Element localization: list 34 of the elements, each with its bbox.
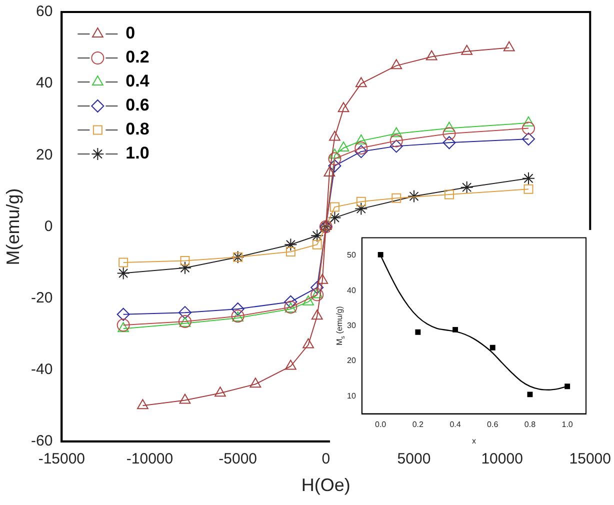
- y-tick-label: 20: [346, 356, 356, 366]
- x-tick-label: 1.0: [562, 420, 574, 429]
- x-tick-label: 0.0: [375, 420, 387, 429]
- y-tick-label: 50: [346, 250, 356, 260]
- y-tick-label: -60: [30, 432, 53, 450]
- x-tick-label: 0.8: [524, 420, 536, 429]
- legend-label: 0.8: [126, 120, 150, 139]
- x-tick-label: 0: [322, 450, 330, 468]
- legend-label: 1.0: [126, 144, 150, 163]
- x-tick-label: 15000: [569, 450, 612, 468]
- x-tick-label: 0.4: [450, 420, 462, 429]
- x-tick-label: -10000: [126, 450, 174, 468]
- y-tick-label: 60: [36, 3, 53, 20]
- x-tick-label: -5000: [218, 450, 258, 468]
- legend-label: 0.2: [126, 48, 150, 67]
- y-tick-label: 0: [44, 218, 53, 235]
- y-tick-label: -20: [30, 289, 53, 306]
- y-tick-label: 10: [346, 391, 356, 400]
- legend-label: 0: [126, 24, 136, 43]
- x-tick-label: 10000: [481, 450, 523, 468]
- y-tick-label: 20: [36, 146, 53, 164]
- x-tick-label: 5000: [397, 450, 431, 468]
- x-axis-title: H(Oe): [301, 475, 350, 496]
- y-axis-title: M(emu/g): [2, 188, 23, 266]
- legend-label: 0.4: [126, 72, 150, 91]
- y-tick-label: 40: [346, 286, 356, 295]
- x-axis-title: x: [472, 436, 476, 446]
- y-tick-label: -40: [30, 360, 53, 378]
- x-tick-label: -15000: [38, 450, 86, 468]
- y-tick-label: 40: [36, 74, 53, 92]
- x-tick-label: 0.6: [487, 420, 499, 429]
- legend-label: 0.6: [126, 96, 150, 115]
- x-tick-label: 0.2: [412, 420, 424, 429]
- y-tick-label: 30: [346, 321, 356, 330]
